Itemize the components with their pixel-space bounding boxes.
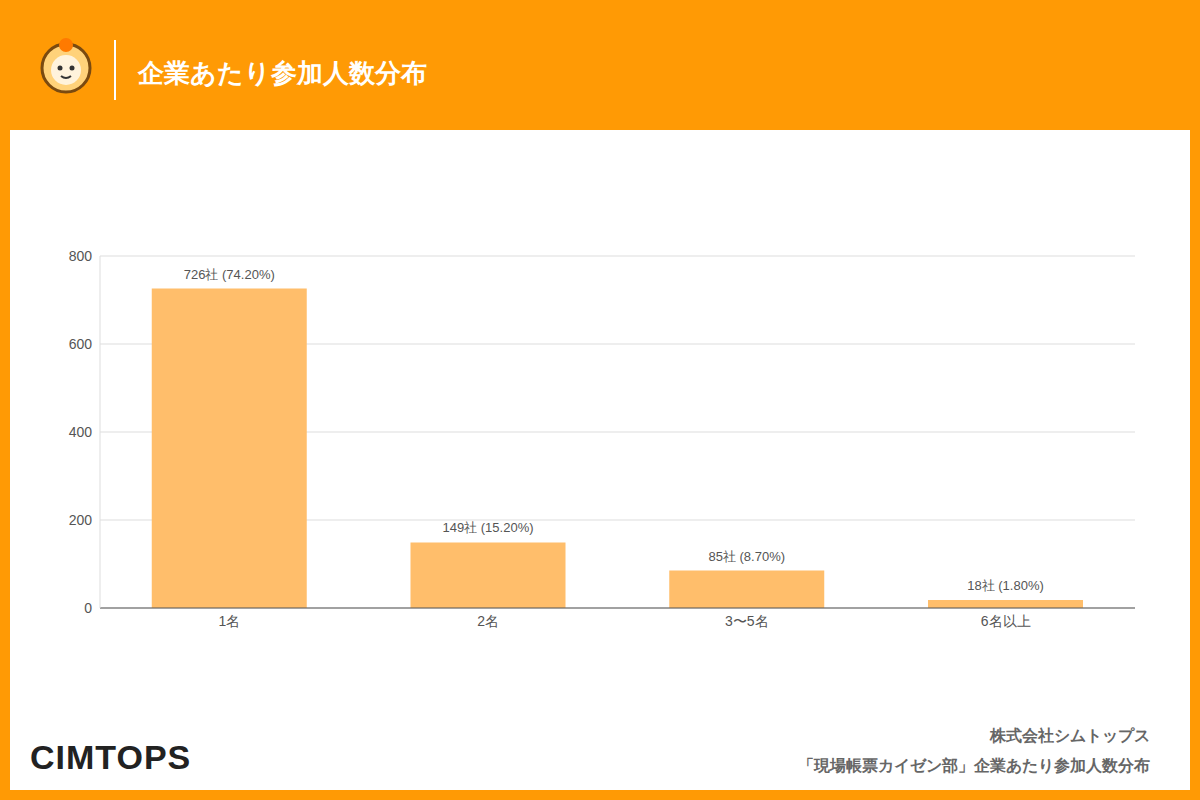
svg-text:726社 (74.20%): 726社 (74.20%) [184, 267, 275, 282]
svg-text:0: 0 [84, 600, 92, 616]
svg-text:1名: 1名 [218, 613, 240, 629]
svg-text:6名以上: 6名以上 [981, 613, 1031, 629]
svg-text:149社 (15.20%): 149社 (15.20%) [442, 520, 533, 535]
svg-text:2名: 2名 [477, 613, 499, 629]
html-text:企業あたり参加人数分布: 企業あたり参加人数分布 [138, 58, 427, 88]
svg-text:800: 800 [69, 248, 93, 264]
svg-text:18社 (1.80%): 18社 (1.80%) [967, 578, 1044, 593]
svg-text:400: 400 [69, 424, 93, 440]
html-text:「現場帳票カイゼン部」企業あたり参加人数分布: 「現場帳票カイゼン部」企業あたり参加人数分布 [798, 757, 1150, 774]
svg-text:85社 (8.70%): 85社 (8.70%) [708, 549, 785, 564]
html-text:CIMTOPS: CIMTOPS [30, 738, 192, 776]
svg-text:600: 600 [69, 336, 93, 352]
svg-text:200: 200 [69, 512, 93, 528]
svg-text:3〜5名: 3〜5名 [725, 613, 769, 629]
html-text:株式会社シムトップス: 株式会社シムトップス [990, 727, 1150, 744]
